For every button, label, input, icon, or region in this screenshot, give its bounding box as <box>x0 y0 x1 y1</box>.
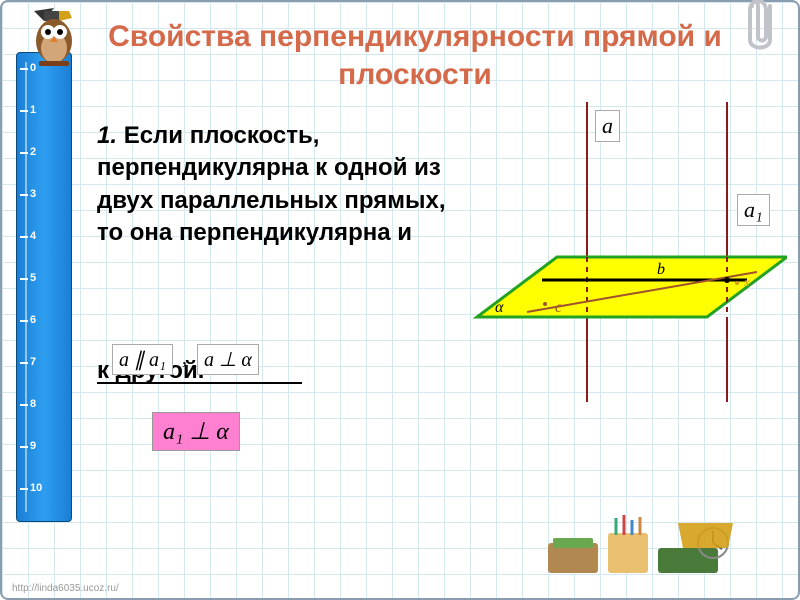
diagram: b c α x a a₁ <box>447 102 787 402</box>
slide: // minor/major ticks drawn via SVG below… <box>0 0 800 600</box>
svg-text:x: x <box>743 274 750 289</box>
condition-comma: , <box>182 347 187 370</box>
condition-underline <box>97 382 302 384</box>
condition-one: a ∥ a₁ <box>112 344 173 375</box>
result-box: a₁ ⊥ α <box>152 412 240 451</box>
paperclip-decoration <box>742 0 782 56</box>
footer-url: http://linda6035.ucoz.ru/ <box>12 583 119 594</box>
theorem-number: 1. <box>97 122 117 149</box>
theorem-body: Если плоскость, перпендикулярна к одной … <box>97 122 446 246</box>
svg-text:b: b <box>657 261 665 278</box>
footer-decoration <box>538 513 738 588</box>
slide-title: Свойства перпендикулярности прямой и пло… <box>92 18 738 93</box>
svg-text:c: c <box>555 299 562 316</box>
label-a1: a₁ <box>737 194 770 226</box>
svg-text:α: α <box>495 299 504 316</box>
condition-two: a ⊥ α <box>197 344 259 375</box>
label-a: a <box>595 110 620 142</box>
ruler-numbers: 012345678910 <box>14 50 70 520</box>
theorem-text: 1. Если плоскость, перпендикулярна к одн… <box>97 120 447 250</box>
